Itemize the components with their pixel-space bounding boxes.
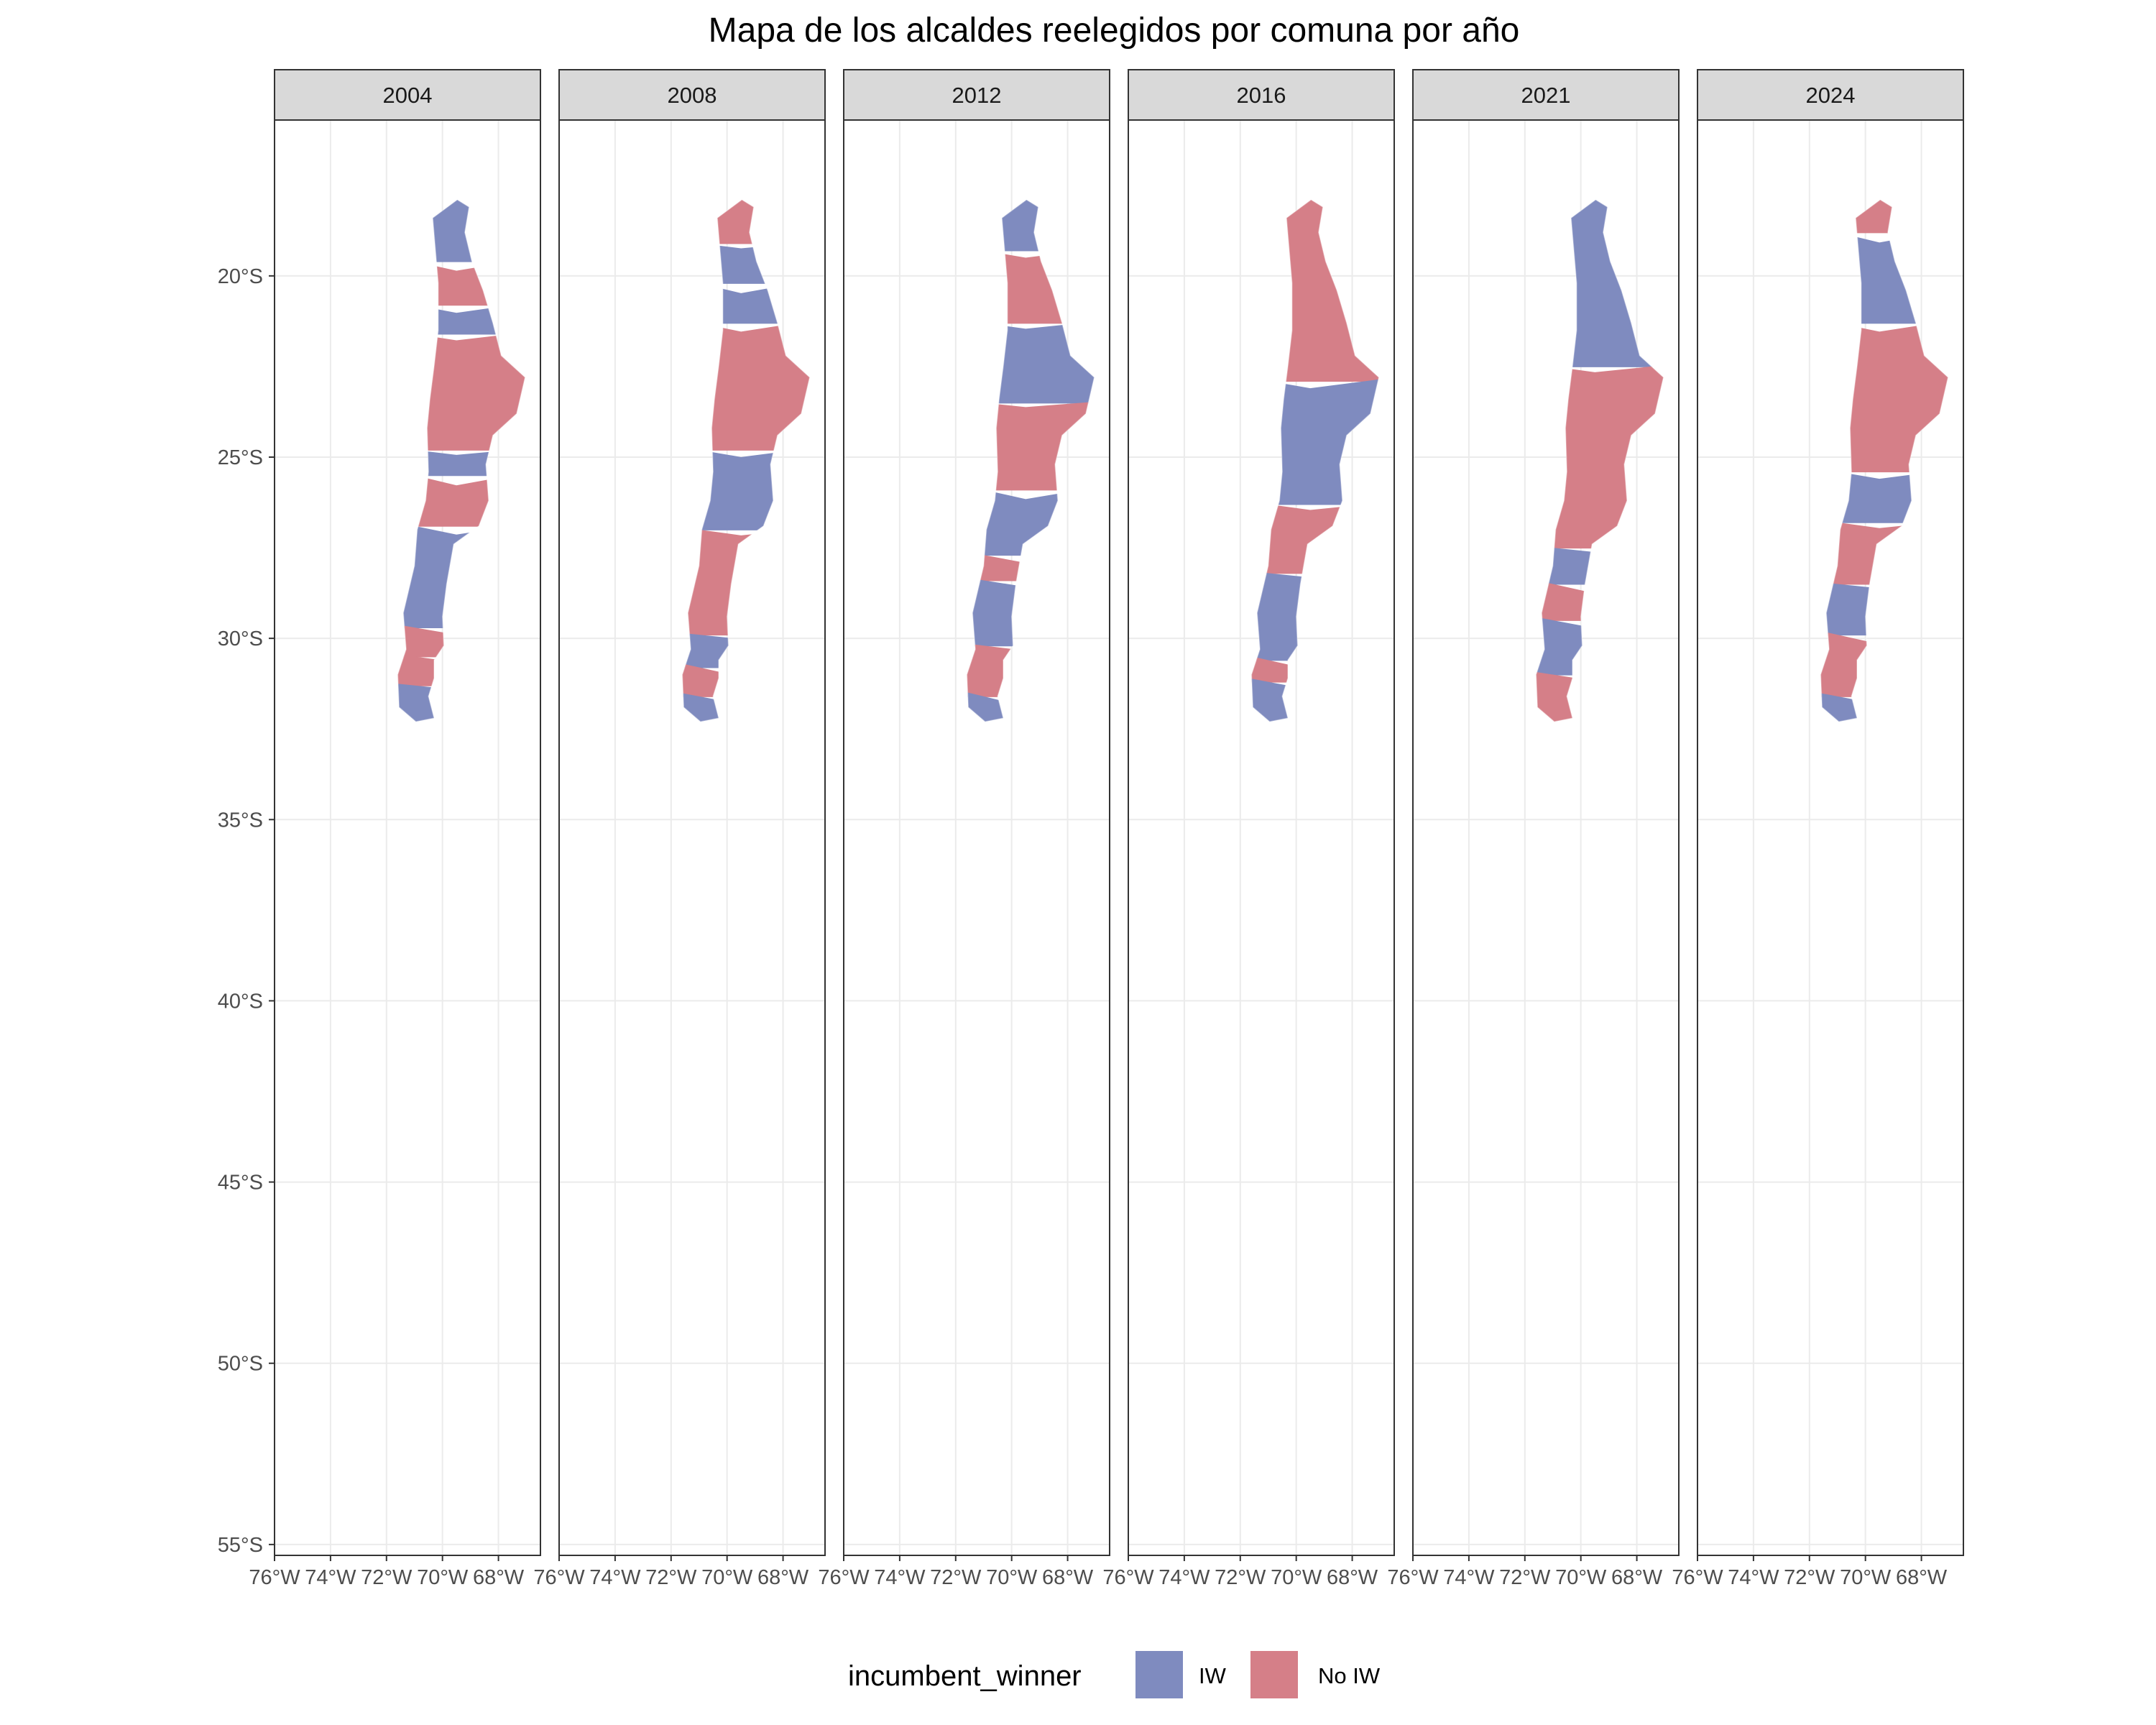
figure-title: Mapa de los alcaldes reelegidos por comu… — [709, 12, 1520, 50]
facet-strip-label: 2008 — [668, 83, 717, 108]
facet-panel-2008: 2008 76°W 74°W 72°W 70°W 68°W — [533, 69, 826, 1589]
x-tick-label: 68°W — [473, 1566, 525, 1589]
x-tick-label: 70°W — [417, 1566, 469, 1589]
legend-label: No IW — [1318, 1663, 1381, 1688]
x-tick-label: 70°W — [1555, 1566, 1607, 1589]
region-outline — [966, 198, 1095, 722]
legend: incumbent_winner IW No IW — [848, 1651, 1381, 1698]
facet-strip-label: 2012 — [952, 83, 1002, 108]
x-tick-label: 68°W — [1327, 1566, 1378, 1589]
x-tick-label: 76°W — [818, 1566, 870, 1589]
panel-background — [844, 120, 1110, 1555]
y-tick-label: 25°S — [218, 446, 263, 469]
x-tick-label: 74°W — [589, 1566, 641, 1589]
panel-border — [1128, 119, 1395, 1556]
x-tick-label: 72°W — [361, 1566, 413, 1589]
x-tick-label: 70°W — [701, 1566, 753, 1589]
x-tick-label: 76°W — [1387, 1566, 1439, 1589]
region-outline — [1820, 198, 1949, 722]
legend-title: incumbent_winner — [848, 1660, 1082, 1692]
panel-background — [1413, 120, 1679, 1555]
x-tick-label: 76°W — [533, 1566, 585, 1589]
facet-panel-2021: 2021 76°W 74°W 72°W 70°W 68°W — [1387, 69, 1680, 1589]
region-outline — [397, 198, 526, 722]
facet-panel-2024: 2024 76°W 74°W 72°W 70°W 68°W — [1672, 69, 1964, 1589]
facet-strip — [558, 69, 826, 121]
panel-background — [275, 120, 540, 1555]
y-tick-label: 45°S — [218, 1172, 263, 1195]
facet-strip — [1412, 69, 1680, 121]
facet-panel-2012: 2012 76°W 74°W 72°W 70°W 68°W — [818, 69, 1110, 1589]
x-tick-label: 70°W — [1271, 1566, 1322, 1589]
x-tick-label: 72°W — [645, 1566, 697, 1589]
facet-strip-label: 2024 — [1806, 83, 1856, 108]
x-tick-label: 70°W — [1840, 1566, 1892, 1589]
panel-border — [274, 119, 541, 1556]
facet-strip-label: 2016 — [1237, 83, 1286, 108]
x-tick-label: 68°W — [1896, 1566, 1948, 1589]
region-outline — [1250, 198, 1380, 722]
x-tick-label: 68°W — [757, 1566, 809, 1589]
panel-border — [1697, 119, 1964, 1556]
panel-background — [1697, 120, 1963, 1555]
panel-background — [559, 120, 825, 1555]
x-tick-label: 74°W — [1728, 1566, 1779, 1589]
x-tick-label: 72°W — [1784, 1566, 1835, 1589]
x-tick-label: 76°W — [249, 1566, 300, 1589]
x-tick-label: 74°W — [874, 1566, 926, 1589]
x-tick-label: 72°W — [1499, 1566, 1551, 1589]
panel-border — [843, 119, 1110, 1556]
facet-panel-2004: 2004 76°W 74°W 72°W 70°W 68°W 20°S 25°S 30°S 35°S… — [218, 69, 541, 1589]
legend-key-iw — [1135, 1651, 1183, 1698]
region-outline — [681, 198, 811, 722]
x-tick-label: 76°W — [1672, 1566, 1723, 1589]
x-tick-label: 72°W — [930, 1566, 982, 1589]
facet-strip — [1697, 69, 1964, 121]
panel-border — [1412, 119, 1680, 1556]
y-tick-label: 30°S — [218, 627, 263, 650]
y-tick-label: 50°S — [218, 1353, 263, 1376]
facet-strip — [1128, 69, 1395, 121]
panel-border — [558, 119, 826, 1556]
x-tick-label: 68°W — [1611, 1566, 1663, 1589]
x-tick-label: 74°W — [305, 1566, 356, 1589]
x-tick-label: 74°W — [1443, 1566, 1495, 1589]
region-outline — [1535, 198, 1664, 722]
x-tick-label: 76°W — [1102, 1566, 1154, 1589]
x-tick-label: 74°W — [1158, 1566, 1210, 1589]
facet-strip-label: 2021 — [1521, 83, 1571, 108]
y-tick-label: 40°S — [218, 990, 263, 1013]
x-tick-label: 70°W — [986, 1566, 1038, 1589]
panel-background — [1128, 120, 1394, 1555]
facet-panel-2016: 2016 76°W 74°W 72°W 70°W 68°W — [1102, 69, 1395, 1589]
legend-label: IW — [1199, 1663, 1227, 1688]
x-tick-label: 68°W — [1042, 1566, 1094, 1589]
facet-strip — [843, 69, 1110, 121]
facet-strip — [274, 69, 541, 121]
legend-key-no-iw — [1250, 1651, 1298, 1698]
x-tick-label: 72°W — [1215, 1566, 1266, 1589]
facet-strip-label: 2004 — [383, 83, 433, 108]
y-tick-label: 35°S — [218, 809, 263, 832]
y-tick-label: 55°S — [218, 1534, 263, 1557]
y-tick-label: 20°S — [218, 265, 263, 288]
